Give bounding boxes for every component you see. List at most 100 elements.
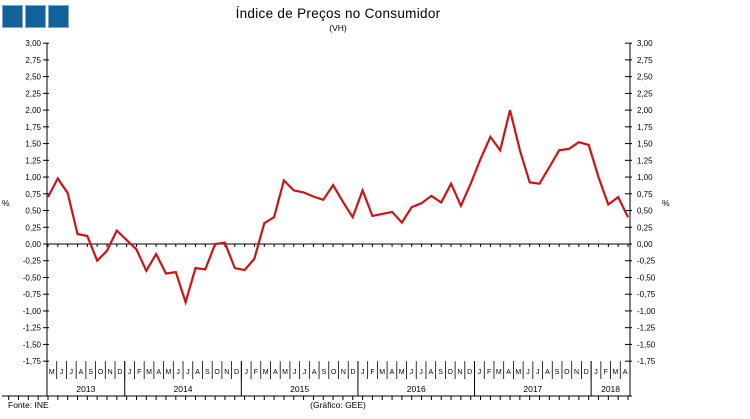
svg-text:M: M bbox=[496, 369, 502, 376]
svg-text:2,50: 2,50 bbox=[637, 73, 653, 82]
svg-text:O: O bbox=[214, 369, 220, 376]
svg-text:2,25: 2,25 bbox=[25, 89, 41, 98]
svg-text:O: O bbox=[98, 369, 104, 376]
chart-subtitle: (VH) bbox=[329, 23, 347, 33]
credit-note: (Gráfico: GEE) bbox=[310, 400, 366, 410]
svg-text:S: S bbox=[322, 369, 327, 376]
svg-text:A: A bbox=[156, 369, 161, 376]
svg-text:0,00: 0,00 bbox=[25, 240, 41, 249]
chart-title: Índice de Preços no Consumidor bbox=[235, 6, 441, 21]
svg-text:N: N bbox=[457, 369, 462, 376]
svg-text:-1,50: -1,50 bbox=[23, 340, 42, 349]
svg-text:0,50: 0,50 bbox=[25, 207, 41, 216]
svg-text:2,75: 2,75 bbox=[637, 56, 653, 65]
svg-text:J: J bbox=[536, 369, 540, 376]
svg-text:A: A bbox=[79, 369, 84, 376]
svg-text:N: N bbox=[108, 369, 113, 376]
svg-text:N: N bbox=[341, 369, 346, 376]
svg-text:D: D bbox=[351, 369, 356, 376]
svg-text:J: J bbox=[293, 369, 297, 376]
svg-text:0,50: 0,50 bbox=[637, 207, 653, 216]
svg-text:A: A bbox=[428, 369, 433, 376]
svg-text:M: M bbox=[282, 369, 288, 376]
svg-text:F: F bbox=[370, 369, 374, 376]
svg-text:-1,75: -1,75 bbox=[23, 357, 42, 366]
svg-text:1,00: 1,00 bbox=[25, 173, 41, 182]
svg-text:F: F bbox=[137, 369, 141, 376]
svg-text:A: A bbox=[312, 369, 317, 376]
svg-text:M: M bbox=[49, 369, 55, 376]
svg-text:J: J bbox=[176, 369, 180, 376]
svg-text:1,25: 1,25 bbox=[25, 156, 41, 165]
svg-text:O: O bbox=[331, 369, 337, 376]
svg-text:3,00: 3,00 bbox=[637, 39, 653, 48]
svg-text:M: M bbox=[263, 369, 269, 376]
cpi-series-line bbox=[47, 109, 629, 306]
logo bbox=[2, 5, 69, 28]
svg-text:D: D bbox=[234, 369, 239, 376]
svg-text:N: N bbox=[574, 369, 579, 376]
svg-text:2,75: 2,75 bbox=[25, 56, 41, 65]
svg-text:0,00: 0,00 bbox=[637, 240, 653, 249]
svg-text:J: J bbox=[361, 369, 365, 376]
svg-text:S: S bbox=[205, 369, 210, 376]
svg-text:2015: 2015 bbox=[290, 384, 309, 394]
svg-text:2,50: 2,50 bbox=[25, 73, 41, 82]
svg-text:M: M bbox=[146, 369, 152, 376]
svg-text:J: J bbox=[478, 369, 482, 376]
y-axis-unit-right: % bbox=[662, 198, 670, 208]
svg-text:0,75: 0,75 bbox=[25, 190, 41, 199]
svg-text:S: S bbox=[555, 369, 560, 376]
svg-text:1,50: 1,50 bbox=[25, 140, 41, 149]
svg-text:0,75: 0,75 bbox=[637, 190, 653, 199]
svg-text:M: M bbox=[379, 369, 385, 376]
svg-text:J: J bbox=[244, 369, 248, 376]
svg-text:M: M bbox=[399, 369, 405, 376]
svg-text:3,00: 3,00 bbox=[25, 39, 41, 48]
svg-text:1,25: 1,25 bbox=[637, 156, 653, 165]
svg-text:J: J bbox=[419, 369, 423, 376]
svg-text:S: S bbox=[438, 369, 443, 376]
svg-text:F: F bbox=[487, 369, 491, 376]
svg-text:-1,00: -1,00 bbox=[637, 307, 656, 316]
logo-square bbox=[2, 5, 23, 28]
svg-text:M: M bbox=[613, 369, 619, 376]
svg-text:J: J bbox=[410, 369, 414, 376]
svg-text:N: N bbox=[224, 369, 229, 376]
svg-text:F: F bbox=[254, 369, 258, 376]
svg-text:S: S bbox=[88, 369, 93, 376]
svg-text:-0,50: -0,50 bbox=[23, 273, 42, 282]
svg-text:1,00: 1,00 bbox=[637, 173, 653, 182]
svg-text:-0,25: -0,25 bbox=[637, 257, 656, 266]
svg-text:A: A bbox=[390, 369, 395, 376]
source-note: Fonte: INE bbox=[8, 400, 49, 410]
y-axis-unit-left: % bbox=[2, 198, 10, 208]
svg-text:1,50: 1,50 bbox=[637, 140, 653, 149]
svg-text:O: O bbox=[564, 369, 570, 376]
svg-text:-0,25: -0,25 bbox=[23, 257, 42, 266]
svg-text:-1,75: -1,75 bbox=[637, 357, 656, 366]
svg-text:J: J bbox=[70, 369, 74, 376]
svg-text:J: J bbox=[594, 369, 598, 376]
svg-text:F: F bbox=[604, 369, 608, 376]
svg-text:J: J bbox=[526, 369, 530, 376]
svg-text:A: A bbox=[273, 369, 278, 376]
svg-text:O: O bbox=[448, 369, 454, 376]
svg-text:-1,00: -1,00 bbox=[23, 307, 42, 316]
svg-text:J: J bbox=[186, 369, 190, 376]
svg-text:2,00: 2,00 bbox=[25, 106, 41, 115]
svg-text:2,00: 2,00 bbox=[637, 106, 653, 115]
svg-text:0,25: 0,25 bbox=[25, 223, 41, 232]
svg-text:J: J bbox=[60, 369, 64, 376]
svg-text:A: A bbox=[195, 369, 200, 376]
svg-text:A: A bbox=[623, 369, 628, 376]
svg-text:-0,50: -0,50 bbox=[637, 273, 656, 282]
svg-text:0,25: 0,25 bbox=[637, 223, 653, 232]
svg-text:D: D bbox=[117, 369, 122, 376]
svg-text:2013: 2013 bbox=[76, 384, 95, 394]
svg-text:J: J bbox=[303, 369, 307, 376]
svg-text:2017: 2017 bbox=[523, 384, 542, 394]
svg-text:-1,25: -1,25 bbox=[637, 324, 656, 333]
svg-text:2018: 2018 bbox=[601, 384, 620, 394]
